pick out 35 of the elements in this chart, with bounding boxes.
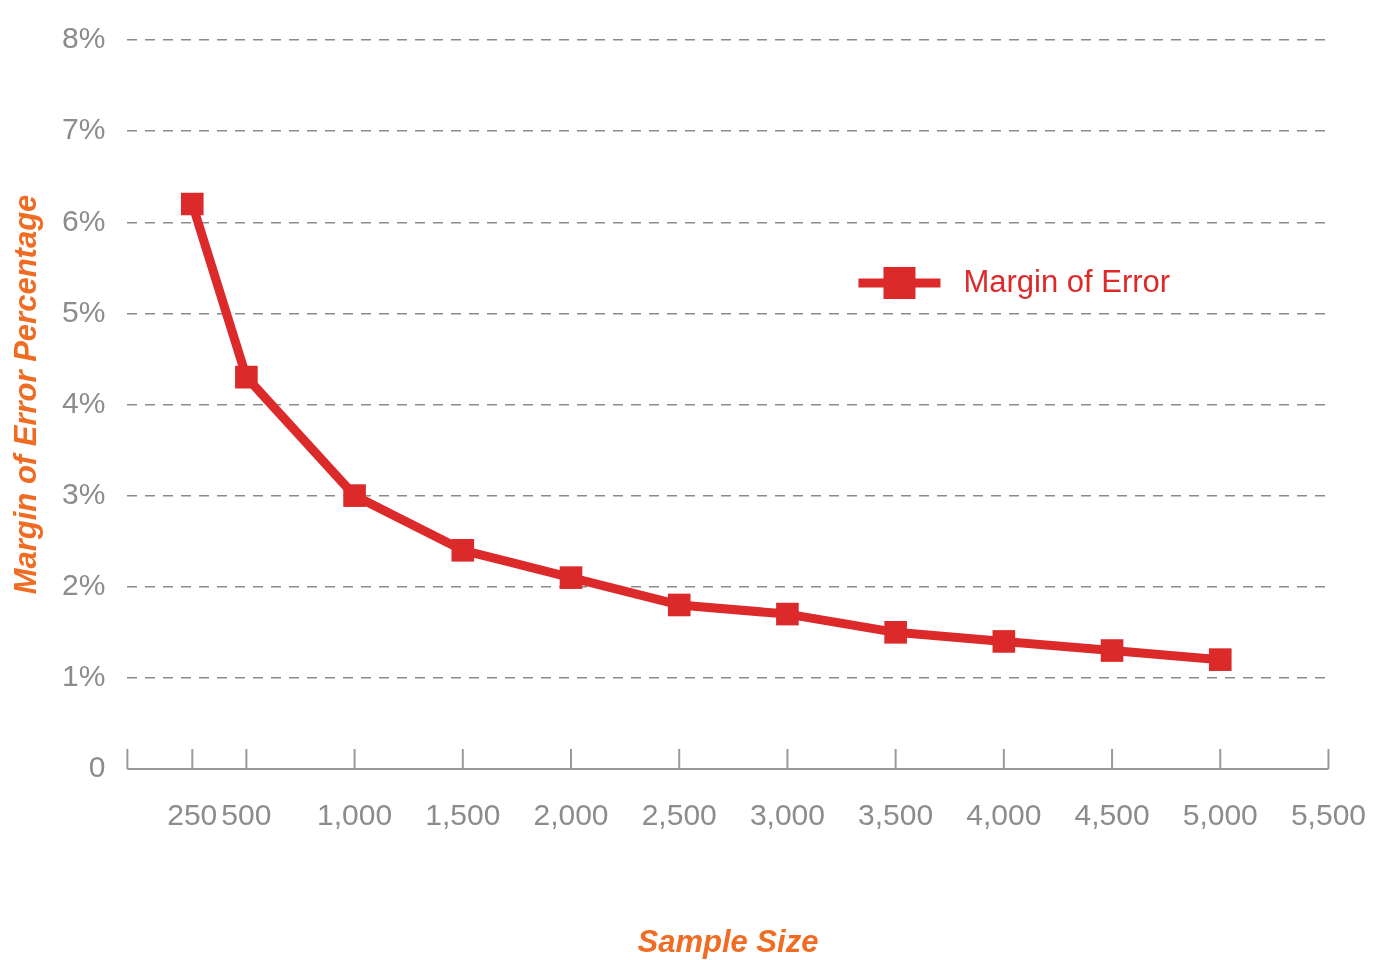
- x-tick-label: 2,500: [641, 798, 717, 832]
- y-tick-label: 6%: [62, 203, 106, 237]
- point: [884, 621, 907, 644]
- point: [559, 566, 583, 589]
- y-axis-title: Margin of Error Percentage: [7, 194, 43, 595]
- y-tick-label: 2%: [62, 568, 106, 602]
- y-tick-label: 4%: [62, 385, 106, 419]
- point: [992, 630, 1016, 653]
- point: [1208, 648, 1232, 671]
- point: [667, 593, 691, 617]
- x-tick-label: 2,000: [533, 798, 609, 832]
- x-tick-label: 3,500: [858, 798, 934, 832]
- y-tick-label: 7%: [62, 112, 106, 146]
- y-tick-label: 8%: [62, 21, 106, 55]
- point: [1100, 639, 1124, 662]
- y-tick-label: 0: [88, 750, 106, 784]
- x-axis-title: Sample Size: [637, 923, 819, 959]
- legend-label: Margin of Error: [963, 263, 1171, 299]
- point: [235, 365, 258, 389]
- x-tick-label: 1,500: [425, 798, 501, 832]
- x-tick-label: 3,000: [749, 798, 825, 832]
- x-tick-label: 5,500: [1290, 798, 1366, 832]
- x-tick-label: 1,000: [317, 798, 393, 832]
- point: [180, 192, 204, 216]
- y-tick-label: 1%: [62, 659, 106, 693]
- x-tick-label: 4,000: [966, 798, 1042, 832]
- x-tick-label: 500: [221, 798, 272, 832]
- y-tick-label: 5%: [62, 294, 106, 328]
- x-tick-label: 5,000: [1182, 798, 1258, 832]
- point: [451, 538, 475, 562]
- x-tick-label: 4,500: [1074, 798, 1150, 832]
- point: [776, 602, 799, 626]
- point: [343, 484, 366, 507]
- x-tick-label: 250: [167, 798, 218, 832]
- y-tick-label: 3%: [62, 476, 106, 510]
